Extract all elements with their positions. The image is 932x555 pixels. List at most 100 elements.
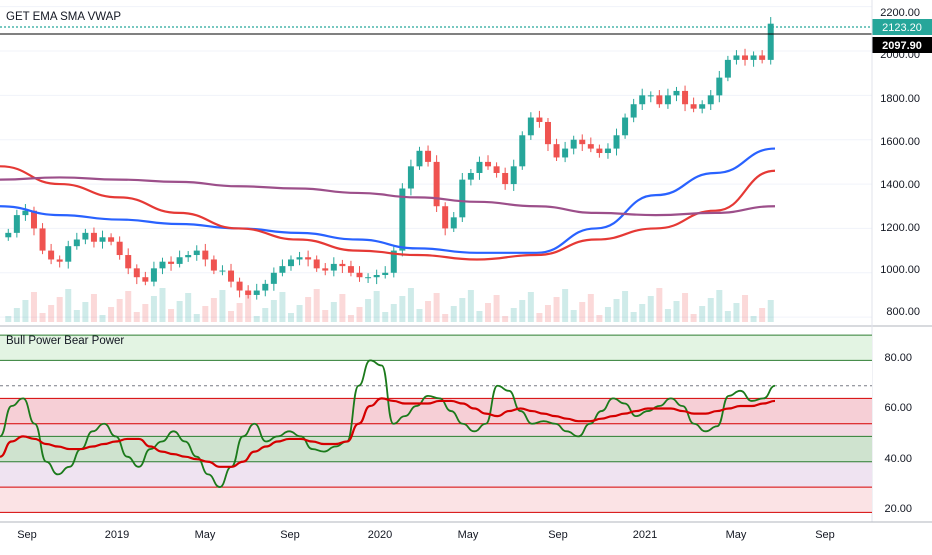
band-bear [0, 487, 872, 513]
candle-body [125, 255, 132, 269]
volume-bar [219, 290, 226, 322]
oscillator-line-red [0, 397, 776, 468]
volume-bar [682, 293, 689, 322]
candle-body [733, 55, 740, 60]
volume-bar [65, 289, 72, 322]
candle-body [287, 259, 294, 267]
volume-bar [245, 295, 252, 322]
volume-bar [390, 304, 397, 322]
candle-body [305, 257, 312, 260]
band-gap [0, 360, 872, 386]
volume-bar [339, 294, 346, 322]
candle-body [407, 166, 414, 189]
candle-body [373, 274, 380, 278]
ma-line-purple [0, 176, 776, 217]
volume-bar [382, 312, 389, 322]
candle-body [519, 135, 526, 167]
volume-bar [759, 308, 766, 322]
candle-body [176, 257, 183, 264]
main-price-panel[interactable]: GET EMA SMA VWAP 2200.00 1800.00 1600.00… [0, 6, 932, 322]
x-tick-label: 2019 [105, 529, 129, 541]
candle-body [750, 55, 757, 60]
candle-body [22, 210, 29, 216]
candle-body [313, 259, 320, 269]
candle-body [133, 268, 140, 278]
volume-bar [716, 290, 723, 322]
volume-bar [22, 300, 29, 322]
volume-bar [459, 298, 466, 322]
x-tick-label: May [458, 529, 479, 541]
volume-bar [416, 309, 423, 322]
y-tick-label: 1000.00 [880, 264, 920, 276]
volume-bar [373, 291, 380, 322]
volume-bar [399, 296, 406, 322]
volume-bar [116, 299, 123, 322]
ma-line-blue [0, 147, 776, 254]
y-tick-label: 1800.00 [880, 93, 920, 105]
candle-body [330, 263, 337, 271]
candle-body [90, 232, 97, 242]
volume-bar [613, 299, 620, 322]
candle-body [48, 250, 55, 260]
candles [5, 17, 774, 300]
osc-tick-label: 40.00 [884, 453, 912, 465]
y-tick-label: 1400.00 [880, 179, 920, 191]
y-tick-label: 800.00 [886, 306, 920, 318]
volume-bar [108, 307, 115, 322]
oscillator-panel[interactable]: Bull Power Bear Power 80.00 60.00 40.00 … [0, 334, 912, 515]
volume-bar [142, 304, 149, 322]
volume-bar [407, 288, 414, 322]
candle-body [553, 144, 560, 158]
main-panel-title: GET EMA SMA VWAP [6, 11, 121, 23]
candle-body [73, 239, 80, 247]
volume-bar [450, 306, 457, 322]
volume-bar [253, 316, 260, 322]
candle-body [296, 257, 303, 260]
candle-body [579, 139, 586, 145]
volume-bar [536, 313, 543, 322]
volume-bar [168, 309, 175, 322]
volume-bar [125, 291, 132, 322]
volume-bar [159, 288, 166, 322]
volume-bar [742, 295, 749, 322]
band-bull [0, 398, 872, 424]
volume-bar [5, 316, 12, 322]
volume-bar [656, 288, 663, 322]
oscillator-lines [0, 359, 776, 488]
volume-bar [150, 296, 157, 322]
main-y-axis[interactable]: 2200.00 1800.00 1600.00 1400.00 1200.00 … [872, 7, 932, 318]
candle-body [587, 144, 594, 149]
volume-bar [519, 300, 526, 322]
candle-body [365, 277, 372, 279]
candle-body [527, 117, 534, 136]
candle-body [13, 215, 20, 233]
volume-bar [467, 290, 474, 322]
candle-body [536, 117, 543, 122]
candle-body [742, 55, 749, 60]
oscillator-y-axis[interactable]: 80.00 60.00 40.00 20.00 [884, 352, 912, 515]
candle-body [262, 283, 269, 291]
y-tick-label: 1200.00 [880, 222, 920, 234]
volume-bar [202, 306, 209, 322]
candle-body [202, 250, 209, 260]
candle-body [493, 166, 500, 173]
volume-bar [579, 302, 586, 322]
volume-bar [262, 308, 269, 322]
band-low [0, 461, 872, 488]
volume-bar [493, 295, 500, 322]
candle-body [630, 104, 637, 118]
osc-tick-label: 20.00 [884, 503, 912, 515]
x-tick-label: 2020 [368, 529, 392, 541]
x-axis[interactable]: Sep 2019 May Sep 2020 May Sep 2021 May S… [17, 529, 835, 541]
volume-bar [673, 301, 680, 322]
candle-body [159, 261, 166, 269]
candle-body [699, 104, 706, 109]
oscillator-line-green [0, 359, 776, 488]
volume-bar [176, 301, 183, 322]
candle-body [30, 210, 37, 229]
candle-body [467, 172, 474, 180]
volume-bar [570, 310, 577, 322]
volume-bar [39, 313, 46, 322]
candle-body [210, 259, 217, 271]
